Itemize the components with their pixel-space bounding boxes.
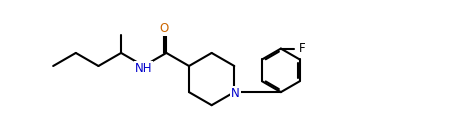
Text: NH: NH <box>135 62 152 75</box>
Text: F: F <box>298 42 305 55</box>
Text: N: N <box>231 87 240 100</box>
Text: O: O <box>160 22 169 35</box>
